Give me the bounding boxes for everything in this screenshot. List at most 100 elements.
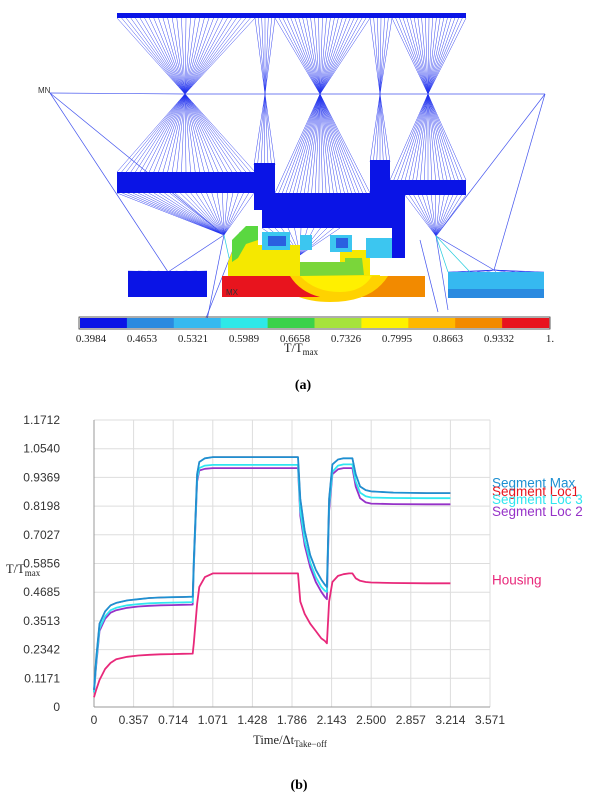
colorbar-swatch [502,318,550,328]
constraint-line [435,194,458,237]
guide-lines [49,92,546,321]
y-tick-label: 0.4685 [23,585,60,599]
colorbar-tick-label: 0.5321 [178,333,208,345]
constraint-line [319,17,355,95]
constraint-line [379,17,389,95]
fan-top-2 [254,17,276,95]
y-tick-label: 0.2342 [23,643,60,657]
constraint-line [130,17,186,95]
x-tick-label: 3.214 [435,713,465,727]
fan-top-1 [116,17,256,95]
constraint-line [422,194,437,237]
constraint-line [184,17,256,95]
fan-mid-1 [116,93,256,173]
legend-entry-segment-loc-3: Segment Loc 3 [492,492,583,507]
constraint-line [319,17,367,95]
colorbar-swatch [80,318,128,328]
constraint-line [184,93,219,173]
colorbar-swatch [173,318,221,328]
constraint-line [435,194,454,237]
constraint-line [184,17,246,95]
legend-entry-segment-loc-2: Segment Loc 2 [492,504,583,519]
constraint-line [148,192,225,236]
fan-pad-2 [447,269,545,273]
constraint-line [300,93,321,194]
constraint-line [127,192,225,236]
constraint-line [143,192,225,236]
constraint-line [135,93,186,173]
constraint-line [148,17,186,95]
constraint-line [126,17,186,95]
constraint-line [167,93,186,173]
y-tick-label: 0.1171 [24,671,60,685]
guide-line [435,235,495,271]
fan-mid-2 [253,93,276,166]
contour-yellow-inner [300,276,372,292]
panel-b-caption: (b) [290,778,307,793]
constraint-line [379,17,385,95]
constraint-line [423,93,429,181]
constraint-line [139,93,186,173]
cyan-links [223,234,471,273]
colorbar-swatch [314,318,362,328]
y-tick-label: 0.9369 [23,470,60,484]
constraint-line [379,17,393,95]
constraint-line [427,93,444,181]
constraint-line [493,269,545,273]
constraint-line [391,17,429,95]
x-tick-label: 3.571 [475,713,505,727]
constraint-line [299,227,328,256]
constraint-line [310,17,321,95]
constraint-line [184,17,219,95]
cyan-link [435,235,471,273]
constraint-line [319,17,363,95]
max-marker: MX [226,288,239,297]
constraint-line [319,93,331,194]
constraint-line [430,194,437,237]
constraint-line [290,17,321,95]
constraint-line [427,93,452,181]
constraint-line [184,93,242,173]
fan-low-2 [404,194,467,237]
constraint-line [184,93,228,173]
constraint-line [258,17,266,95]
constraint-line [137,192,225,236]
constraint-line [184,93,201,173]
constraint-line [282,17,321,95]
x-axis-label: Time/ΔtTake−off [253,733,327,749]
constraint-line [427,93,448,181]
constraint-line [427,17,467,95]
constraint-line [319,17,343,95]
guide-line [493,93,546,271]
constraint-line [184,93,214,173]
guide-line [167,234,225,273]
constraint-line [144,17,186,95]
series-line-housing [93,572,451,698]
constraint-line [319,93,367,194]
constraint-line [176,17,186,95]
constraint-line [184,93,191,173]
constraint-line [286,17,321,95]
top-support-bar [117,13,466,18]
constraint-line [427,93,455,181]
constraint-line [222,192,225,236]
guide-line [49,92,225,236]
colorbar-swatch [408,318,456,328]
constraint-line [379,93,387,163]
legend-entry-segment-loc1: Segment Loc1 [492,484,579,499]
cyan-link [223,234,231,263]
constraint-line [417,17,429,95]
constraint-line [158,17,186,95]
constraint-line [264,17,276,95]
colorbar-swatch [267,318,315,328]
constraint-line [425,17,429,95]
constraint-line [126,93,186,173]
constraint-line [122,192,225,236]
constraint-lines [49,17,546,321]
constraint-line [408,93,429,181]
constraint-line [373,93,381,163]
constraint-line [402,17,429,95]
constraint-line [311,93,321,194]
constraint-line [395,17,429,95]
fan-low-1 [116,192,255,236]
